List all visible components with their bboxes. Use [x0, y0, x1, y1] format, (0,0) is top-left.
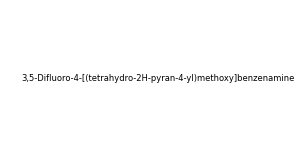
- Text: 3,5-Difluoro-4-[(tetrahydro-2H-pyran-4-yl)methoxy]benzenamine: 3,5-Difluoro-4-[(tetrahydro-2H-pyran-4-y…: [21, 74, 294, 83]
